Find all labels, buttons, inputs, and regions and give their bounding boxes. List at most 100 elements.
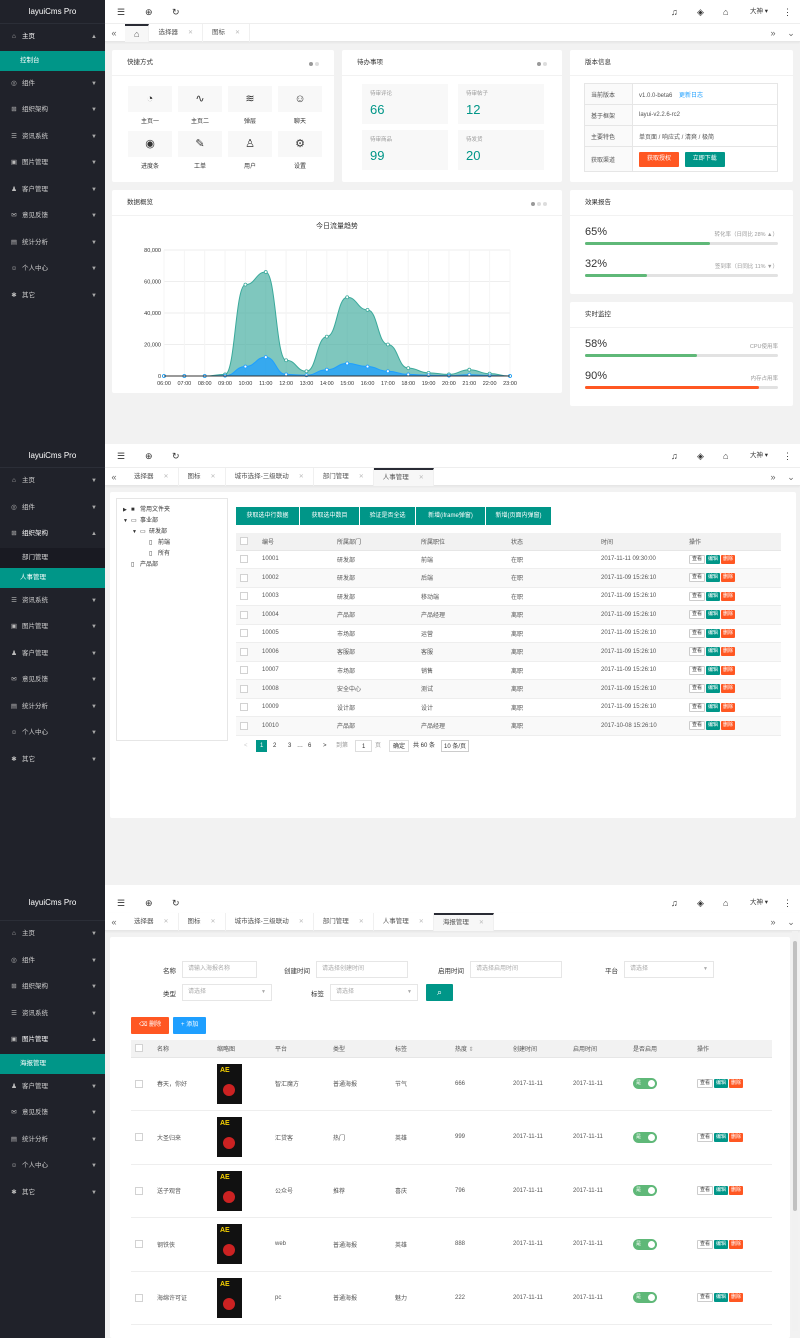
refresh-icon[interactable]: ↻ [172, 7, 180, 17]
edit-button[interactable]: 编辑 [706, 628, 721, 638]
sidebar-item[interactable]: ◎ 组件 ▼ [0, 71, 105, 98]
page-number[interactable]: 6 [308, 743, 312, 749]
poster-thumbnail[interactable]: AE [217, 1224, 242, 1265]
delete-button[interactable]: 删除 [729, 1293, 744, 1303]
delete-button[interactable]: 删除 [729, 1239, 744, 1249]
delete-button[interactable]: 删除 [721, 647, 736, 657]
search-button[interactable]: ⌕ [426, 984, 453, 1001]
close-icon[interactable]: ✕ [298, 919, 304, 925]
sidebar-item[interactable]: ▤ 统计分析 ▼ [0, 1127, 105, 1154]
view-button[interactable]: 查看 [697, 1079, 714, 1089]
view-button[interactable]: 查看 [689, 702, 706, 712]
delete-button[interactable]: 删除 [721, 591, 736, 601]
enable-time-input[interactable]: 请选择启用时间 [470, 961, 562, 978]
edit-button[interactable]: 编辑 [714, 1132, 729, 1142]
poster-thumbnail[interactable]: AE [217, 1117, 242, 1158]
page-number[interactable]: … [297, 743, 303, 749]
delete-button[interactable]: 删除 [729, 1079, 744, 1089]
page-number[interactable]: 3 [288, 743, 292, 749]
page-input[interactable]: 1 [355, 740, 373, 752]
confirm-button[interactable]: 确定 [389, 740, 410, 752]
sidebar-item[interactable]: ⌂ 主页 ▼ [0, 468, 105, 495]
tab-item[interactable]: 人事管理 ✕ [374, 913, 434, 931]
edit-button[interactable]: 编辑 [706, 665, 721, 675]
theme-icon[interactable]: ◈ [697, 7, 704, 17]
bell-icon[interactable]: ♫ [671, 898, 678, 908]
delete-button[interactable]: 删除 [729, 1132, 744, 1142]
sidebar-item[interactable]: ⊞ 组织架构 ▼ [0, 974, 105, 1001]
download-button[interactable]: 立即下载 [684, 151, 725, 167]
tab-item[interactable]: 海报管理 ✕ [433, 913, 494, 931]
tabs-next-icon[interactable]: » [770, 28, 776, 38]
tabs-menu-icon[interactable]: ⌄ [787, 28, 795, 38]
view-button[interactable]: 查看 [689, 610, 706, 620]
page-number[interactable]: 2 [273, 743, 277, 749]
page-number[interactable]: 1 [256, 740, 268, 752]
edit-button[interactable]: 编辑 [706, 721, 721, 731]
checkbox[interactable] [135, 1240, 143, 1249]
checkbox[interactable] [240, 721, 248, 730]
tab-item[interactable]: 图标 ✕ [203, 24, 250, 42]
delete-button[interactable]: 删除 [729, 1186, 744, 1196]
edit-button[interactable]: 编辑 [706, 554, 721, 564]
page-size-select[interactable]: 10 条/页 [441, 740, 470, 752]
toolbar-button[interactable]: 新增(iframe弹窗) [416, 507, 486, 525]
quick-item[interactable]: ◔ 主页一 [128, 86, 172, 130]
type-select[interactable]: 请选择 ▼ [182, 984, 272, 1001]
theme-icon[interactable]: ◈ [697, 451, 704, 461]
tabs-prev-icon[interactable]: « [111, 917, 117, 927]
poster-thumbnail[interactable]: AE [217, 1277, 242, 1318]
sidebar-subitem[interactable]: 控制台 [0, 50, 105, 71]
user-menu[interactable]: 大神 ▾ [750, 899, 769, 906]
sidebar-item[interactable]: ♟ 客户管理 ▼ [0, 641, 105, 668]
view-button[interactable]: 查看 [689, 665, 706, 675]
scrollbar[interactable] [792, 931, 798, 1331]
edit-button[interactable]: 编辑 [714, 1239, 729, 1249]
sidebar-item[interactable]: ✱ 其它 ▼ [0, 747, 105, 774]
platform-select[interactable]: 请选择 ▼ [624, 961, 714, 978]
delete-button[interactable]: 删除 [721, 573, 736, 583]
delete-button[interactable]: 删除 [721, 684, 736, 694]
todo-item[interactable]: 待发货 20 [458, 130, 544, 170]
tab-item[interactable]: 选择器 ✕ [149, 24, 203, 42]
tree-node[interactable]: ▯ 产品部 [123, 560, 221, 571]
add-button[interactable]: + 添加 [173, 1017, 207, 1034]
sidebar-item[interactable]: ▤ 统计分析 ▼ [0, 694, 105, 721]
enable-toggle[interactable]: 是 [633, 1078, 657, 1090]
delete-button[interactable]: 删除 [721, 721, 736, 731]
tree-node[interactable]: ▼ ▭ 研发部 [123, 527, 221, 538]
sidebar-item[interactable]: ♟ 客户管理 ▼ [0, 177, 105, 204]
enable-toggle[interactable]: 是 [633, 1292, 657, 1304]
tag-icon[interactable]: ⌂ [723, 451, 729, 461]
sidebar-item[interactable]: ⌂ 主页 ▼ [0, 921, 105, 948]
checkbox[interactable] [240, 555, 248, 564]
sort-icon[interactable]: ⇕ [467, 1046, 474, 1053]
delete-button[interactable]: 删除 [721, 702, 736, 712]
close-icon[interactable]: ✕ [210, 919, 216, 925]
tabs-next-icon[interactable]: » [770, 472, 776, 482]
enable-toggle[interactable]: 是 [633, 1131, 657, 1143]
carousel-dots[interactable] [529, 201, 547, 208]
view-button[interactable]: 查看 [689, 721, 706, 731]
enable-toggle[interactable]: 是 [633, 1185, 657, 1197]
checkbox[interactable] [240, 537, 248, 546]
tab-item[interactable]: ⌂ [125, 24, 150, 42]
sidebar-item[interactable]: ◎ 组件 ▼ [0, 948, 105, 975]
quick-item[interactable]: ⚙ 设置 [278, 131, 322, 175]
view-button[interactable]: 查看 [697, 1132, 714, 1142]
sidebar-item[interactable]: ☺ 个人中心 ▼ [0, 720, 105, 747]
checkbox[interactable] [240, 684, 248, 693]
poster-thumbnail[interactable]: AE [217, 1063, 242, 1104]
close-icon[interactable]: ✕ [358, 919, 364, 925]
tab-item[interactable]: 城市选择-三级联动 ✕ [226, 468, 314, 486]
close-icon[interactable]: ✕ [298, 474, 304, 480]
poster-thumbnail[interactable]: AE [217, 1170, 242, 1211]
refresh-icon[interactable]: ↻ [172, 898, 180, 908]
carousel-dots[interactable] [307, 61, 319, 68]
more-icon[interactable]: ⋮ [783, 7, 792, 17]
sidebar-item[interactable]: ◎ 组件 ▼ [0, 495, 105, 522]
globe-icon[interactable]: ⊕ [145, 898, 153, 908]
quick-item[interactable]: ≋ 弹层 [228, 86, 272, 130]
create-time-input[interactable]: 请选择创建时间 [316, 961, 408, 978]
close-icon[interactable]: ✕ [234, 30, 240, 36]
